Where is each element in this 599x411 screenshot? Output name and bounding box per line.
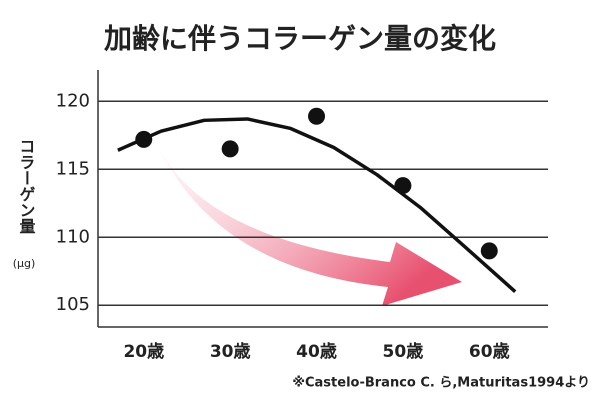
data-point (221, 140, 239, 158)
x-tick-label: 20歳 (123, 341, 164, 362)
y-tick-label: 120 (56, 90, 90, 111)
trend-line (117, 117, 517, 293)
x-tick-label: 60歳 (469, 341, 510, 362)
y-tick-label: 115 (56, 158, 90, 179)
trend-arrow (160, 150, 462, 306)
chart-title: 加齢に伴うコラーゲン量の変化 (104, 22, 496, 55)
y-axis-unit: (μg) (13, 257, 36, 270)
data-point (308, 107, 326, 125)
x-tick-label: 50歳 (383, 341, 424, 362)
x-tick-label: 30歳 (210, 341, 251, 362)
data-point (480, 242, 498, 260)
x-tick-label: 40歳 (296, 341, 337, 362)
y-tick-label: 105 (56, 294, 90, 315)
source-note: ※Castelo-Branco C. ら,Maturitas1994より (292, 376, 590, 391)
y-axis-label: コラーゲン量 (17, 138, 36, 234)
y-tick-label: 110 (56, 226, 90, 247)
